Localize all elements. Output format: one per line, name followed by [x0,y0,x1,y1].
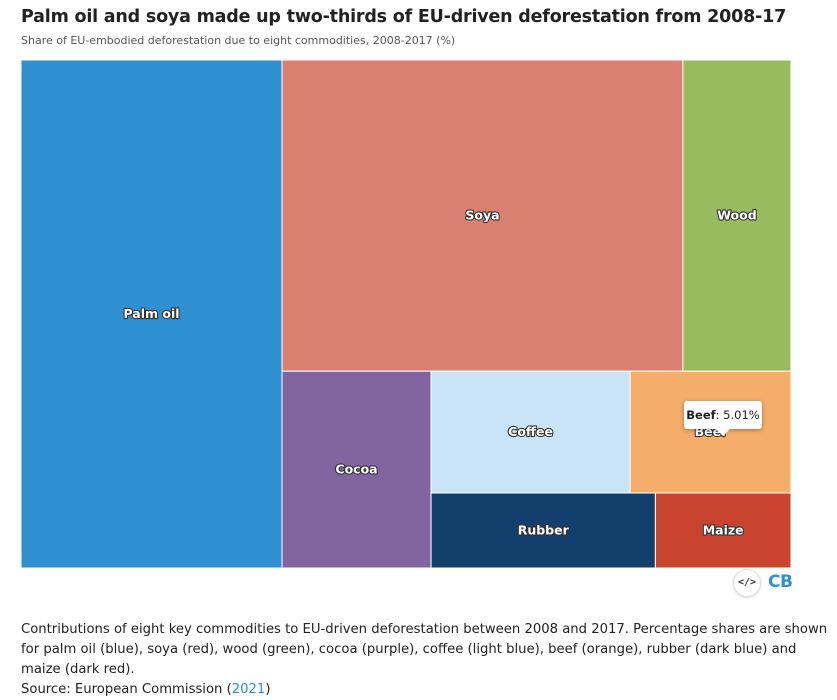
treemap-cell-wood[interactable] [682,59,792,372]
beef-tooltip: Beef: 5.01% [684,401,762,436]
caption-source: Source: European Commission (2021) [21,680,831,700]
treemap-cell-cocoa[interactable] [281,370,432,569]
treemap-label-rubber: Rubber [518,523,570,538]
treemap-cell-palm-oil[interactable] [20,59,283,569]
chart-subtitle: Share of EU-embodied deforestation due t… [21,34,456,47]
tooltip-name: Beef [686,408,716,422]
treemap-label-maize: Maize [703,523,744,538]
figure-caption: Contributions of eight key commodities t… [21,620,831,700]
embed-code-icon[interactable]: </> [734,570,760,596]
tooltip-value: 5.01% [723,408,760,422]
chart-title: Palm oil and soya made up two-thirds of … [21,7,787,27]
treemap-label-palm-oil: Palm oil [123,306,179,321]
treemap-label-wood: Wood [717,208,756,223]
carbon-brief-logo: CB [768,572,793,592]
source-prefix: Source: European Commission ( [21,682,232,697]
treemap-cell-beef[interactable] [629,370,792,494]
treemap-cell-coffee[interactable] [430,370,631,494]
treemap-cell-rubber[interactable] [430,492,656,569]
treemap-cell-maize[interactable] [654,492,792,569]
treemap-label-soya: Soya [465,208,499,223]
source-link[interactable]: 2021 [231,682,266,697]
caption-text: Contributions of eight key commodities t… [21,622,828,677]
source-suffix: ) [265,682,271,697]
treemap-label-cocoa: Cocoa [335,462,377,477]
treemap-label-coffee: Coffee [508,424,553,439]
